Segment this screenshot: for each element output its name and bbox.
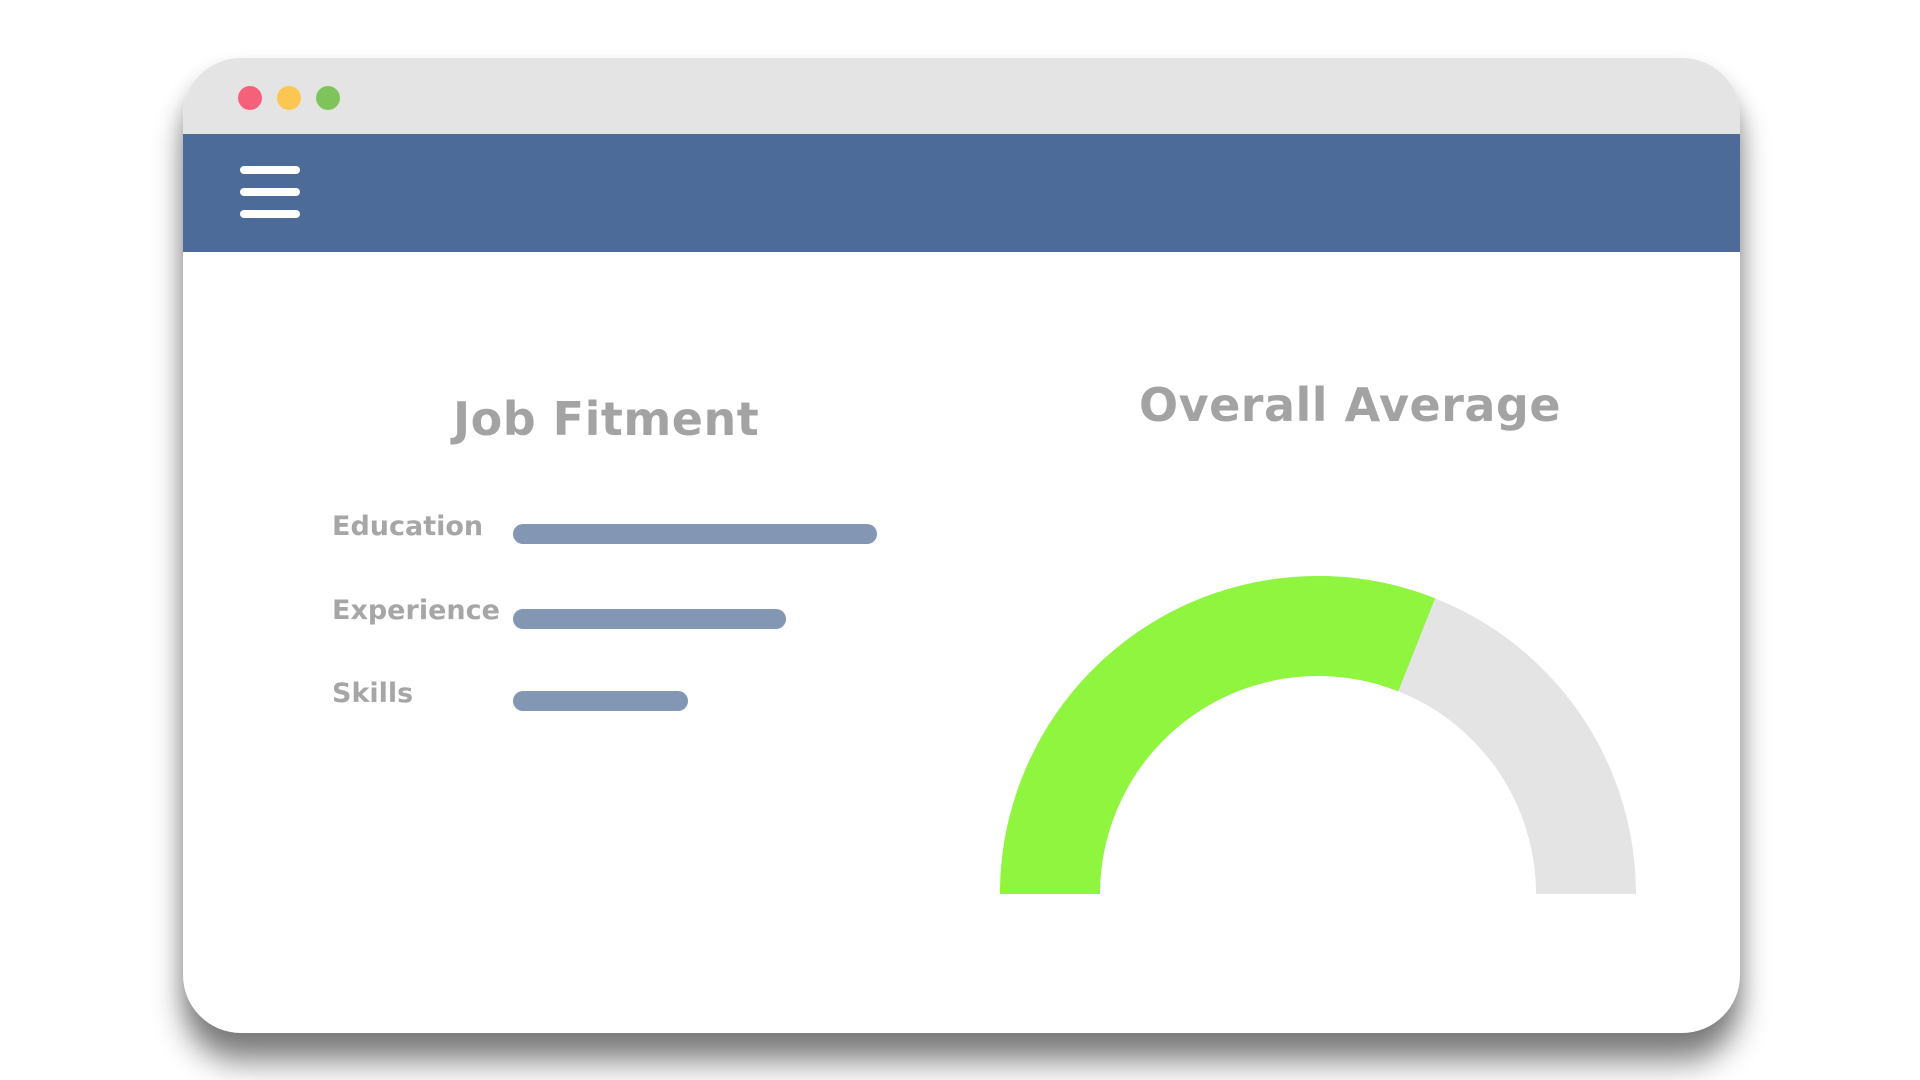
top-navbar [183, 134, 1740, 252]
gauge-fill [1000, 576, 1436, 895]
hamburger-menu-icon[interactable] [240, 166, 300, 218]
job-fitment-title: Job Fitment [453, 392, 760, 446]
minimize-window-button[interactable] [277, 86, 301, 110]
experience-progress-bar [513, 609, 786, 629]
browser-window: Job Fitment Education Experience Skills … [183, 58, 1740, 1033]
metric-label-skills: Skills [332, 678, 414, 709]
hamburger-line [240, 166, 300, 174]
metric-label-education: Education [332, 511, 484, 542]
close-window-button[interactable] [238, 86, 262, 110]
hamburger-line [240, 210, 300, 218]
metric-label-experience: Experience [332, 595, 500, 626]
overall-average-title: Overall Average [1139, 378, 1562, 432]
overall-average-gauge [1000, 576, 1636, 895]
window-titlebar [183, 58, 1740, 134]
hamburger-line [240, 188, 300, 196]
maximize-window-button[interactable] [316, 86, 340, 110]
skills-progress-bar [513, 691, 688, 711]
education-progress-bar [513, 524, 877, 544]
